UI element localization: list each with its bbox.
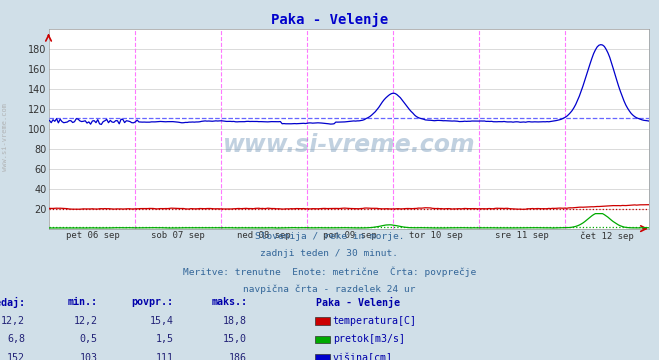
Text: 111: 111 — [156, 353, 173, 360]
Text: 0,5: 0,5 — [80, 334, 98, 345]
Text: 152: 152 — [7, 353, 25, 360]
Text: 103: 103 — [80, 353, 98, 360]
Text: sedaj:: sedaj: — [0, 297, 25, 308]
Text: www.si-vreme.com: www.si-vreme.com — [2, 103, 9, 171]
Text: 6,8: 6,8 — [7, 334, 25, 345]
Text: Paka - Velenje: Paka - Velenje — [316, 297, 400, 308]
Text: povpr.:: povpr.: — [131, 297, 173, 307]
Text: 1,5: 1,5 — [156, 334, 173, 345]
Text: pretok[m3/s]: pretok[m3/s] — [333, 334, 405, 345]
Text: 12,2: 12,2 — [1, 316, 25, 326]
Text: 18,8: 18,8 — [223, 316, 247, 326]
Text: zadnji teden / 30 minut.: zadnji teden / 30 minut. — [260, 249, 399, 258]
Text: www.si-vreme.com: www.si-vreme.com — [223, 133, 476, 157]
Text: 12,2: 12,2 — [74, 316, 98, 326]
Text: Paka - Velenje: Paka - Velenje — [271, 13, 388, 27]
Text: temperatura[C]: temperatura[C] — [333, 316, 416, 326]
Text: 15,0: 15,0 — [223, 334, 247, 345]
Text: 15,4: 15,4 — [150, 316, 173, 326]
Text: navpična črta - razdelek 24 ur: navpična črta - razdelek 24 ur — [243, 284, 416, 293]
Text: 186: 186 — [229, 353, 247, 360]
Text: višina[cm]: višina[cm] — [333, 353, 393, 360]
Text: Slovenija / reke in morje.: Slovenija / reke in morje. — [255, 232, 404, 241]
Text: Meritve: trenutne  Enote: metrične  Črta: povprečje: Meritve: trenutne Enote: metrične Črta: … — [183, 267, 476, 277]
Text: maks.:: maks.: — [211, 297, 247, 307]
Text: min.:: min.: — [67, 297, 98, 307]
